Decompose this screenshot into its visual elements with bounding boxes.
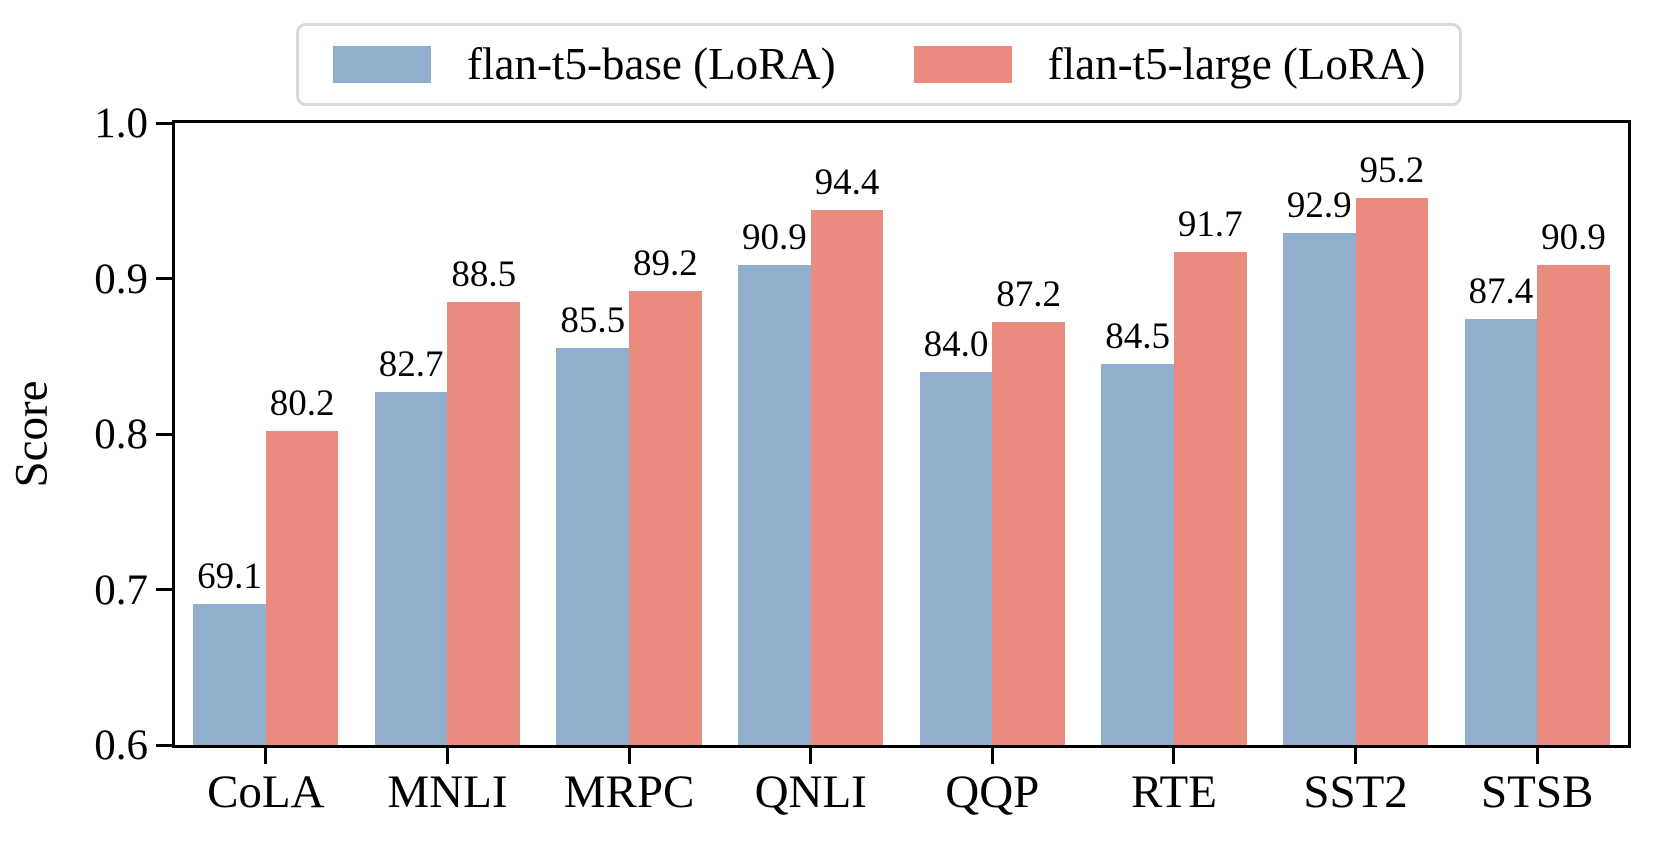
bar-value-label-QQP: 84.0 [923,323,989,365]
bar-flan-t5-large-QQP [992,322,1065,745]
bar-value-label-MRPC: 89.2 [633,242,698,284]
legend-swatch-large [913,46,1012,83]
y-tick-label: 0.6 [94,722,148,769]
legend-label-large: flan-t5-large (LoRA) [1047,39,1426,89]
y-tick-label: 1.0 [94,100,148,147]
y-tick-mark [156,588,172,591]
x-tick-mark [1172,748,1176,764]
y-tick-label: 0.7 [94,566,148,614]
bar-flan-t5-base-MRPC [556,348,630,745]
x-tick-label-CoLA: CoLA [207,766,325,818]
bar-value-label-STSB: 87.4 [1468,270,1534,312]
x-tick-label-QQP: QQP [945,766,1040,818]
x-tick-label-QNLI: QNLI [754,766,867,818]
bar-value-label-RTE: 84.5 [1105,316,1170,358]
y-tick-label: 0.9 [94,255,148,303]
x-tick-label-STSB: STSB [1481,766,1594,818]
bar-value-label-MRPC: 85.5 [560,300,626,342]
bar-flan-t5-large-MRPC [629,290,702,745]
legend-swatch-base [333,46,431,83]
bar-flan-t5-large-SST2 [1355,197,1429,745]
plot-inner: 0.6 0.7 0.8 0.9 1.0 69.1 80.2 CoLA 82.7 88.5 MNLI 8… [94,102,1628,818]
bar-value-label-SST2: 95.2 [1359,149,1425,191]
bar-value-label-MNLI: 82.7 [378,344,444,386]
bar-value-label-QQP: 87.2 [996,274,1061,316]
x-tick-mark [264,748,268,764]
x-tick-label-MRPC: MRPC [563,766,695,818]
legend-item-base: flan-t5-base (LoRA) [333,42,836,87]
bar-flan-t5-base-STSB [1464,318,1538,745]
bar-value-label-MNLI: 88.5 [451,253,517,295]
bar-value-label-QNLI: 94.4 [814,162,880,204]
bar-value-label-RTE: 91.7 [1177,204,1243,246]
bar-flan-t5-base-CoLA [193,603,266,745]
x-tick-mark [990,748,994,764]
x-tick-mark [445,748,449,764]
y-tick-mark [156,121,172,125]
bar-flan-t5-base-RTE [1101,364,1174,745]
y-tick-mark [156,277,172,280]
bar-flan-t5-base-MNLI [374,392,448,745]
bar-flan-t5-base-QQP [919,371,993,745]
x-tick-label-RTE: RTE [1130,766,1217,818]
y-tick-label: 0.8 [94,411,148,458]
y-tick-mark [156,432,172,436]
x-tick-mark [1535,748,1539,764]
legend: flan-t5-base (LoRA) flan-t5-large (LoRA) [296,23,1463,106]
x-tick-label-MNLI: MNLI [387,766,508,818]
bar-value-label-CoLA: 80.2 [269,382,335,424]
bar-value-label-STSB: 90.9 [1541,216,1606,258]
bar-value-label-CoLA: 69.1 [197,555,262,597]
bar-flan-t5-large-MNLI [447,301,521,745]
x-tick-mark [809,748,813,764]
bar-flan-t5-large-STSB [1537,264,1610,745]
legend-label-base: flan-t5-base (LoRA) [467,39,836,89]
bar-value-label-SST2: 92.9 [1286,185,1352,227]
y-axis-title-text: Score [5,380,58,488]
bar-flan-t5-large-QNLI [810,210,884,745]
bar-flan-t5-large-CoLA [265,430,339,745]
bar-flan-t5-large-RTE [1173,252,1247,745]
plot-area: 0.6 0.7 0.8 0.9 1.0 69.1 80.2 CoLA 82.7 88.5 MNLI 8… [94,102,1631,818]
x-tick-mark [1354,748,1358,764]
y-tick-mark [156,743,172,747]
bar-flan-t5-base-SST2 [1282,233,1356,745]
bar-value-label-QNLI: 90.9 [741,216,807,258]
x-tick-label-SST2: SST2 [1303,766,1408,818]
bar-flan-t5-base-QNLI [738,264,811,745]
x-tick-mark [627,748,631,764]
legend-item-large: flan-t5-large (LoRA) [913,39,1426,89]
